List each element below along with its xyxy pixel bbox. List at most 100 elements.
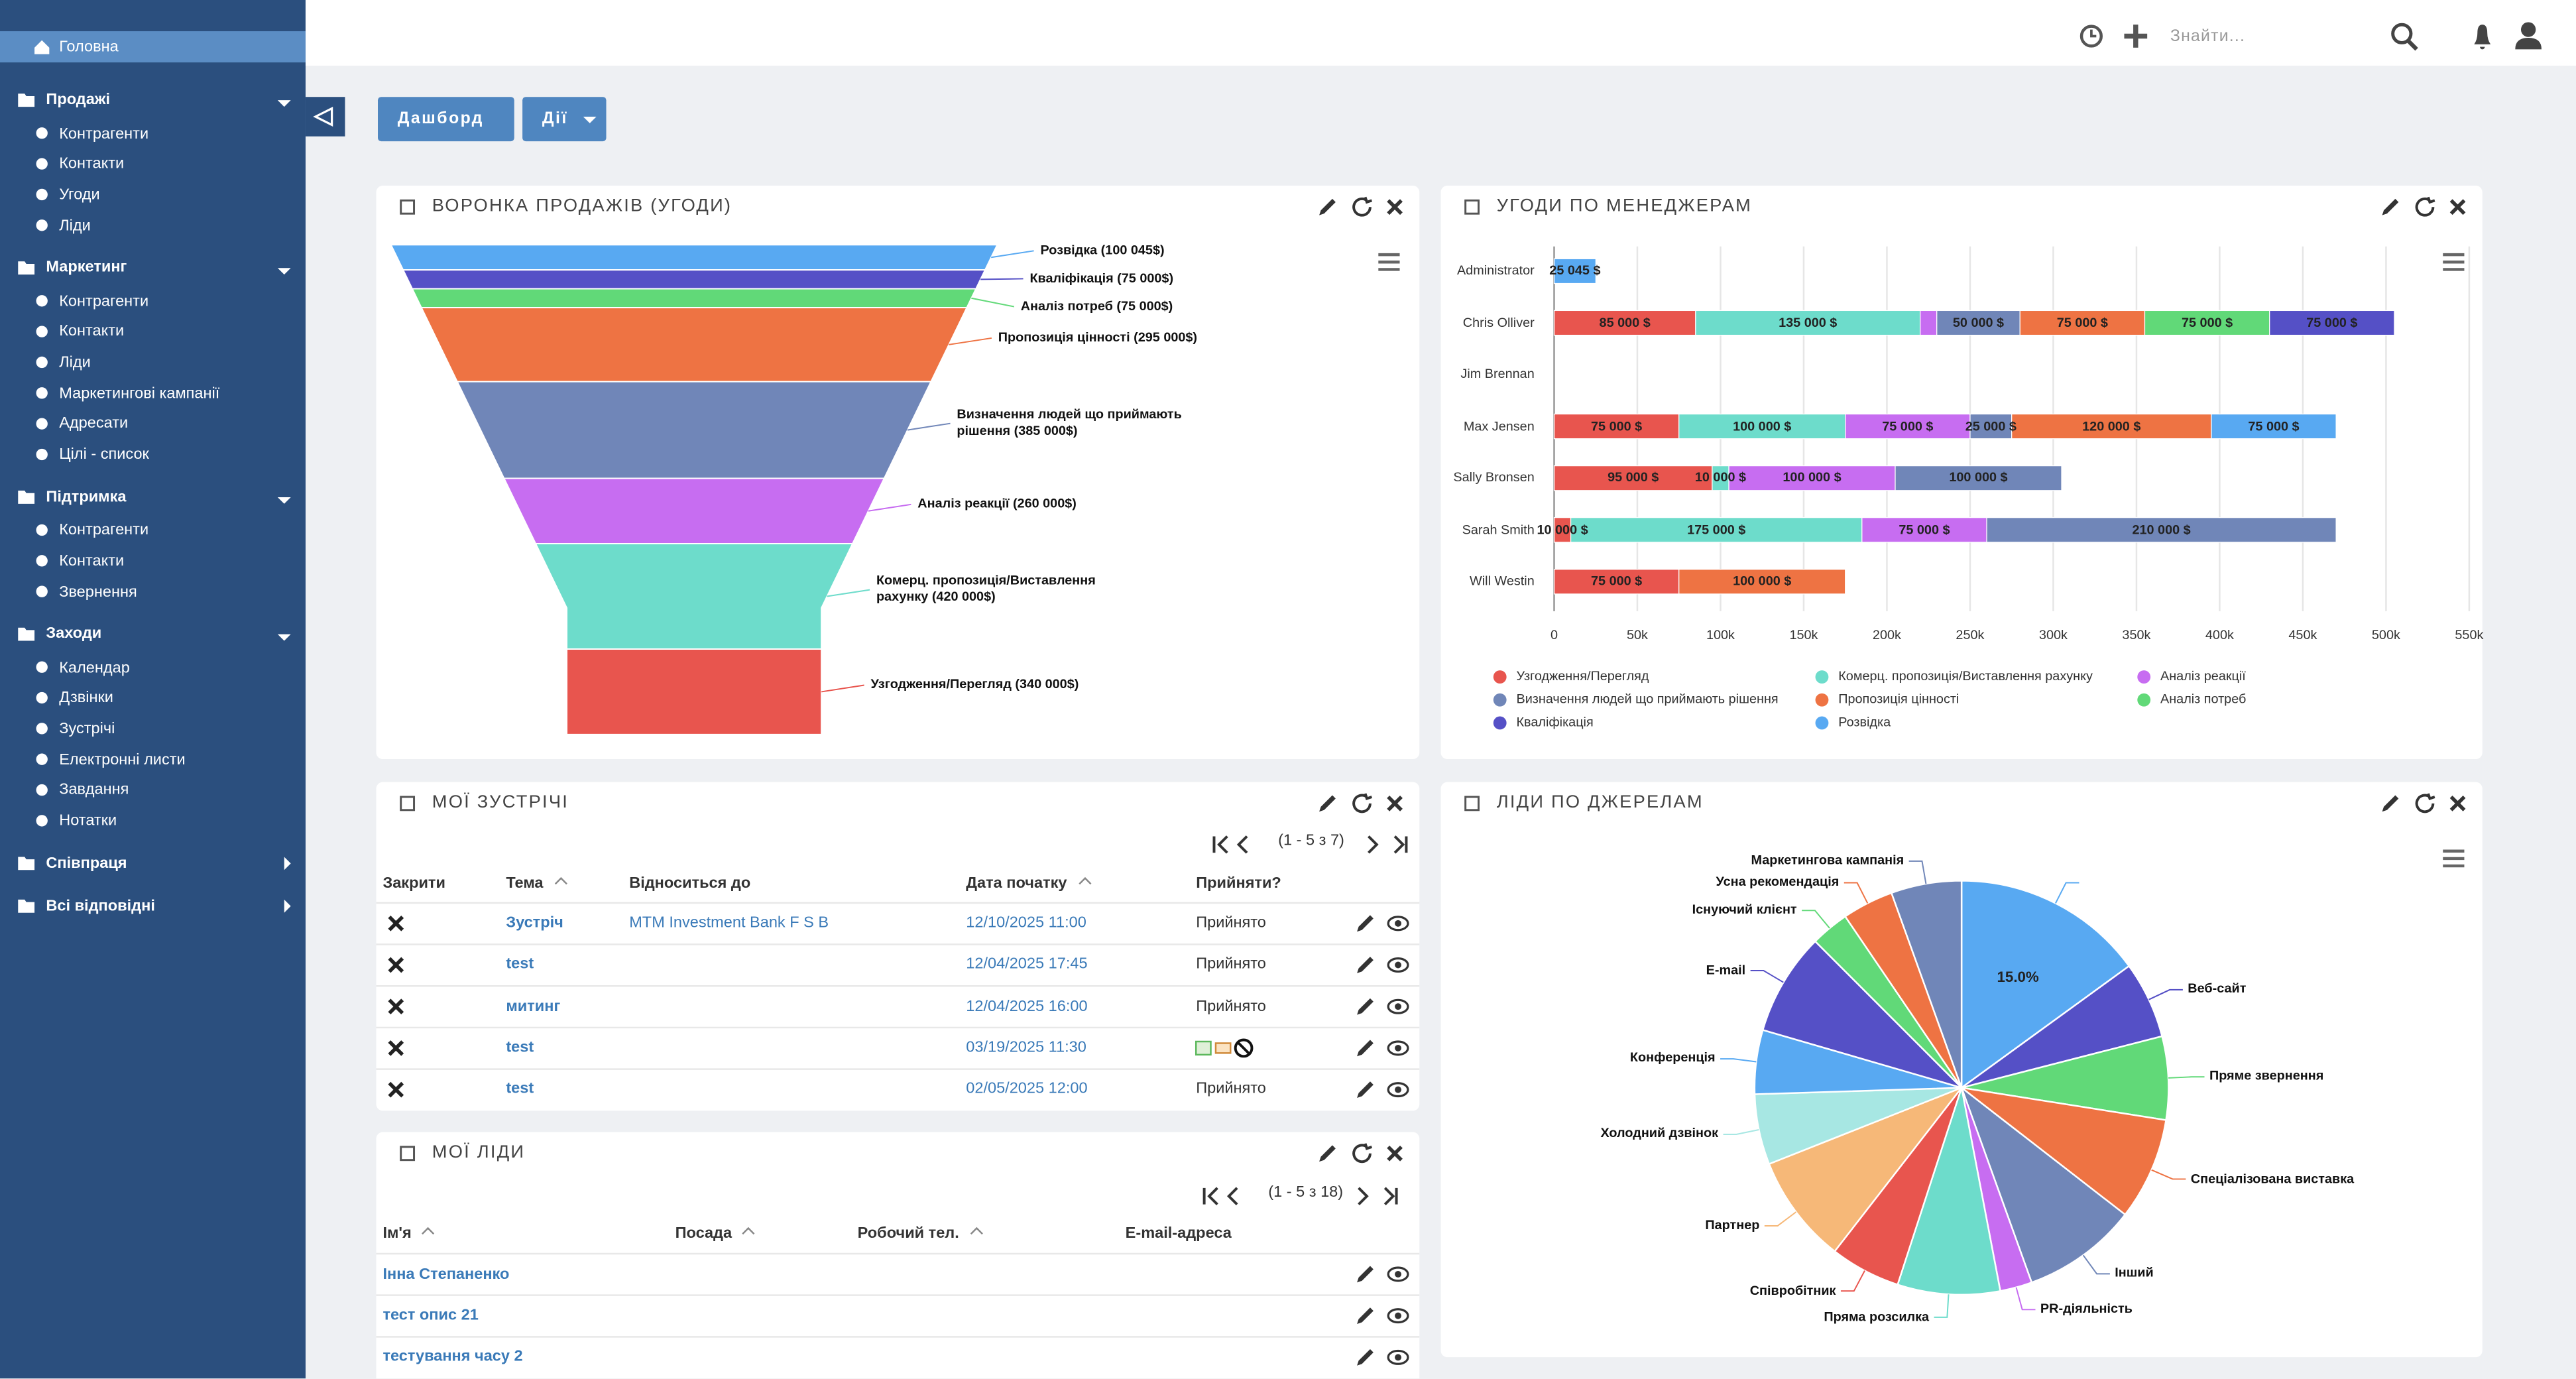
cell[interactable]: 03/19/2025 11:30	[966, 1038, 1086, 1057]
edit-icon[interactable]	[1357, 1081, 1374, 1099]
legend-label[interactable]: Узгодження/Перегляд	[1516, 668, 1649, 684]
nav-item[interactable]: Контакти	[59, 155, 125, 174]
legend-label[interactable]: Визначення людей що приймають рішення	[1516, 691, 1779, 707]
view-icon[interactable]	[1387, 998, 1409, 1014]
nav-item[interactable]: Електронні листи	[59, 750, 186, 769]
sort-icon[interactable]	[1079, 876, 1092, 885]
close-meeting-icon[interactable]	[388, 957, 404, 973]
view-icon[interactable]	[1387, 957, 1409, 973]
view-icon[interactable]	[1387, 1266, 1409, 1282]
close-meeting-icon[interactable]	[388, 915, 404, 931]
edit-icon[interactable]	[1357, 1040, 1374, 1057]
cell[interactable]: test	[506, 955, 534, 974]
nav-item[interactable]: Цілі - список	[59, 446, 149, 464]
cell[interactable]: test	[506, 1080, 534, 1099]
view-icon[interactable]	[1387, 1040, 1409, 1056]
close-icon[interactable]	[2449, 199, 2466, 215]
nav-item[interactable]: Ліди	[59, 353, 91, 372]
pager-prev[interactable]	[1236, 835, 1248, 854]
refresh-icon[interactable]	[1352, 196, 1373, 217]
sort-icon[interactable]	[742, 1227, 755, 1235]
close-meeting-icon[interactable]	[388, 1081, 404, 1098]
legend-label[interactable]: Комерц. пропозиція/Виставлення рахунку	[1838, 668, 2093, 684]
column-header[interactable]: Дата початку	[966, 874, 1067, 893]
nav-group[interactable]: Продажі	[46, 90, 111, 109]
chart-menu[interactable]	[2443, 849, 2465, 868]
close-meeting-icon[interactable]	[388, 1040, 404, 1056]
view-icon[interactable]	[1387, 916, 1409, 931]
pager-next[interactable]	[1368, 835, 1379, 854]
user-icon-head[interactable]	[2520, 22, 2536, 37]
pager-prev[interactable]	[1226, 1187, 1238, 1206]
pager-first[interactable]	[1212, 835, 1228, 854]
view-icon[interactable]	[1387, 1349, 1409, 1365]
dashboard-button-label[interactable]: Дашборд	[397, 110, 484, 129]
close-icon[interactable]	[1387, 199, 1403, 215]
edit-icon[interactable]	[1357, 1349, 1374, 1366]
pager-last[interactable]	[1383, 1187, 1398, 1206]
nav-item[interactable]: Адресати	[59, 415, 129, 434]
legend-label[interactable]: Аналіз реакції	[2160, 668, 2246, 684]
decline-icon[interactable]	[1234, 1038, 1254, 1058]
nav-group[interactable]: Всі відповідні	[46, 896, 155, 915]
edit-icon[interactable]	[1319, 198, 1336, 215]
sort-icon[interactable]	[422, 1227, 435, 1235]
edit-icon[interactable]	[1319, 1145, 1336, 1162]
actions-button-label[interactable]: Дії	[542, 110, 568, 129]
sidebar-toggle[interactable]	[305, 97, 345, 137]
nav-item[interactable]: Календар	[59, 658, 130, 677]
cell[interactable]: test	[506, 1038, 534, 1057]
edit-icon[interactable]	[1357, 915, 1374, 932]
tentative-icon[interactable]	[1214, 1042, 1232, 1054]
column-header[interactable]: Відноситься до	[629, 874, 751, 893]
search-icon[interactable]	[2391, 23, 2413, 44]
nav-item[interactable]: Контрагенти	[59, 124, 149, 143]
cell[interactable]: 12/04/2025 17:45	[966, 955, 1088, 974]
nav-item[interactable]: Контакти	[59, 323, 125, 341]
cell[interactable]: митинг	[506, 996, 561, 1016]
legend-label[interactable]: Кваліфікація	[1516, 715, 1594, 730]
edit-icon[interactable]	[1357, 1307, 1374, 1325]
nav-group[interactable]: Співпраця	[46, 854, 127, 872]
nav-item[interactable]: Ліди	[59, 216, 91, 235]
sort-icon[interactable]	[970, 1227, 983, 1235]
refresh-icon[interactable]	[1352, 1143, 1373, 1164]
legend-label[interactable]: Розвідка	[1838, 715, 1891, 730]
edit-icon[interactable]	[1357, 957, 1374, 973]
refresh-icon[interactable]	[2415, 793, 2435, 813]
edit-icon[interactable]	[2382, 198, 2399, 215]
edit-icon[interactable]	[1357, 1266, 1374, 1283]
nav-group[interactable]: Маркетинг	[46, 258, 127, 277]
legend-label[interactable]: Пропозиція цінності	[1838, 691, 1960, 707]
edit-icon[interactable]	[1357, 998, 1374, 1015]
column-header[interactable]: Прийняти?	[1196, 874, 1281, 893]
edit-icon[interactable]	[2382, 795, 2399, 812]
refresh-icon[interactable]	[1352, 793, 1373, 813]
column-header[interactable]: Тема	[506, 874, 544, 893]
cell[interactable]: 12/10/2025 11:00	[966, 914, 1086, 932]
close-icon[interactable]	[1387, 1145, 1403, 1162]
close-icon[interactable]	[2449, 796, 2466, 811]
cell[interactable]: 12/04/2025 16:00	[966, 996, 1088, 1016]
dashboard-button[interactable]	[378, 97, 514, 142]
nav-item[interactable]: Контрагенти	[59, 521, 149, 540]
refresh-icon[interactable]	[2415, 196, 2435, 217]
cell[interactable]: Зустріч	[506, 914, 563, 932]
nav-item[interactable]: Контакти	[59, 552, 125, 571]
cell[interactable]: MTM Investment Bank F S B	[629, 914, 829, 932]
view-icon[interactable]	[1387, 1082, 1409, 1098]
column-header[interactable]: Посада	[675, 1224, 732, 1243]
edit-icon[interactable]	[1319, 795, 1336, 812]
create-icon[interactable]	[2124, 25, 2148, 48]
nav-item[interactable]: Контрагенти	[59, 292, 149, 311]
close-meeting-icon[interactable]	[388, 998, 404, 1015]
close-icon[interactable]	[1387, 796, 1403, 811]
cell[interactable]: Інна Степаненко	[382, 1264, 510, 1283]
nav-item[interactable]: Дзвінки	[59, 689, 113, 707]
search-input[interactable]: Знайти...	[2170, 28, 2246, 46]
column-header[interactable]: Робочий тел.	[857, 1224, 959, 1243]
nav-item[interactable]: Звернення	[59, 583, 137, 601]
view-icon[interactable]	[1387, 1308, 1409, 1324]
accept-icon[interactable]	[1195, 1040, 1212, 1056]
nav-item[interactable]: Зустрічі	[59, 719, 115, 739]
